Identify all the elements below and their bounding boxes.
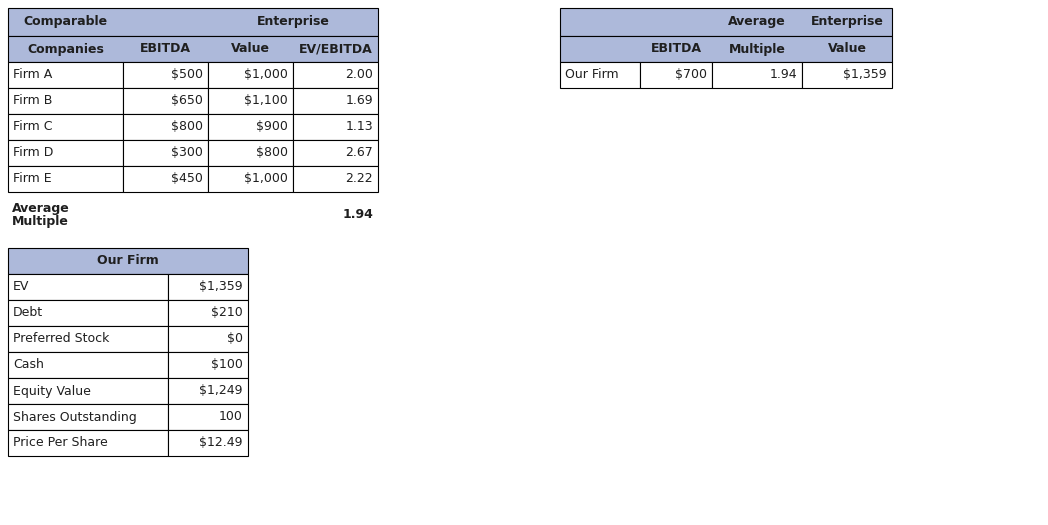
Text: $500: $500 (171, 68, 203, 81)
Bar (8, 140, 123, 166)
Bar (802, 62, 892, 88)
Bar (208, 62, 293, 88)
Text: $900: $900 (256, 121, 288, 133)
Text: Enterprise: Enterprise (810, 16, 883, 28)
Bar (168, 352, 248, 378)
Text: Firm B: Firm B (13, 94, 52, 108)
Bar (123, 166, 208, 192)
Bar (168, 430, 248, 456)
Bar (712, 62, 802, 88)
Text: Price Per Share: Price Per Share (13, 436, 108, 449)
Bar (8, 248, 248, 274)
Text: Preferred Stock: Preferred Stock (13, 332, 109, 345)
Text: Average: Average (12, 202, 70, 215)
Text: EV: EV (13, 280, 29, 293)
Text: Enterprise: Enterprise (257, 16, 329, 28)
Bar (8, 62, 123, 88)
Text: $1,359: $1,359 (199, 280, 243, 293)
Text: Equity Value: Equity Value (13, 384, 91, 397)
Text: Firm A: Firm A (13, 68, 52, 81)
Bar (168, 378, 248, 404)
Text: 1.13: 1.13 (346, 121, 373, 133)
Bar (560, 36, 892, 62)
Text: Our Firm: Our Firm (97, 255, 159, 268)
Text: Value: Value (231, 43, 270, 56)
Bar (123, 114, 208, 140)
Text: $300: $300 (171, 146, 203, 160)
Text: Cash: Cash (13, 359, 44, 372)
Text: $100: $100 (211, 359, 243, 372)
Text: Firm C: Firm C (13, 121, 52, 133)
Text: Shares Outstanding: Shares Outstanding (13, 411, 136, 424)
Text: Multiple: Multiple (728, 43, 785, 56)
Text: $450: $450 (171, 173, 203, 185)
Text: $650: $650 (171, 94, 203, 108)
Bar (293, 140, 378, 166)
Text: EV/EBITDA: EV/EBITDA (299, 43, 372, 56)
Text: 1.94: 1.94 (342, 208, 373, 222)
Text: Average: Average (728, 16, 786, 28)
Bar (8, 8, 378, 36)
Bar (208, 166, 293, 192)
Bar (8, 274, 168, 300)
Bar (8, 326, 168, 352)
Text: $1,000: $1,000 (244, 68, 288, 81)
Text: Multiple: Multiple (12, 215, 69, 228)
Text: $210: $210 (212, 307, 243, 320)
Bar (8, 430, 168, 456)
Text: $700: $700 (675, 68, 707, 81)
Text: EBITDA: EBITDA (140, 43, 191, 56)
Text: $800: $800 (256, 146, 288, 160)
Bar (293, 114, 378, 140)
Bar (8, 404, 168, 430)
Bar (560, 62, 640, 88)
Bar (8, 300, 168, 326)
Text: $1,100: $1,100 (244, 94, 288, 108)
Bar (123, 62, 208, 88)
Text: 2.00: 2.00 (345, 68, 373, 81)
Bar (168, 274, 248, 300)
Text: EBITDA: EBITDA (651, 43, 701, 56)
Text: $0: $0 (227, 332, 243, 345)
Bar (208, 140, 293, 166)
Bar (208, 114, 293, 140)
Text: 1.94: 1.94 (769, 68, 796, 81)
Bar (293, 62, 378, 88)
Bar (8, 378, 168, 404)
Bar (293, 166, 378, 192)
Text: 100: 100 (219, 411, 243, 424)
Bar (123, 88, 208, 114)
Bar (168, 326, 248, 352)
Text: $12.49: $12.49 (199, 436, 243, 449)
Text: Firm D: Firm D (13, 146, 53, 160)
Bar (293, 88, 378, 114)
Text: 2.22: 2.22 (346, 173, 373, 185)
Text: $1,249: $1,249 (199, 384, 243, 397)
Bar (8, 166, 123, 192)
Bar (208, 88, 293, 114)
Text: $1,359: $1,359 (844, 68, 887, 81)
Text: 2.67: 2.67 (345, 146, 373, 160)
Bar (8, 88, 123, 114)
Text: Companies: Companies (27, 43, 104, 56)
Text: 1.69: 1.69 (346, 94, 373, 108)
Text: Comparable: Comparable (23, 16, 108, 28)
Bar (168, 404, 248, 430)
Bar (8, 36, 378, 62)
Text: Our Firm: Our Firm (565, 68, 618, 81)
Bar (8, 114, 123, 140)
Bar (560, 8, 892, 36)
Text: Value: Value (828, 43, 867, 56)
Bar (168, 300, 248, 326)
Text: $1,000: $1,000 (244, 173, 288, 185)
Text: Firm E: Firm E (13, 173, 51, 185)
Text: $800: $800 (171, 121, 203, 133)
Bar (640, 62, 712, 88)
Bar (123, 140, 208, 166)
Text: Debt: Debt (13, 307, 43, 320)
Bar (8, 352, 168, 378)
